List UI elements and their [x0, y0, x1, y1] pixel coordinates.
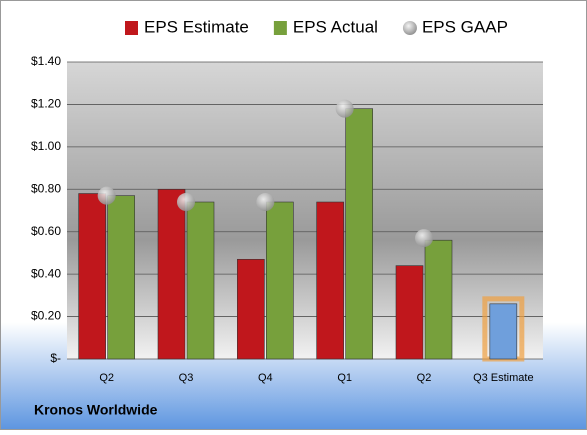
x-tick-label: Q1: [337, 372, 352, 384]
x-tick-label: Q2: [99, 372, 114, 384]
y-tick-label: $1.20: [31, 97, 61, 111]
legend-label: EPS Actual: [293, 17, 378, 36]
y-tick-label: $0.80: [31, 181, 61, 195]
gaap-marker: [177, 193, 195, 212]
legend-label: EPS GAAP: [422, 17, 508, 36]
legend-swatch: [125, 21, 138, 35]
bar: [424, 239, 453, 360]
x-tick-label: Q4: [258, 372, 273, 384]
gaap-marker: [256, 193, 275, 212]
chart-title: Kronos Worldwide: [34, 402, 158, 418]
x-tick-label: Q3: [179, 372, 194, 384]
bar: [345, 108, 373, 360]
bar: [489, 303, 518, 360]
plot-area: [67, 62, 543, 359]
legend-label: EPS Estimate: [144, 17, 249, 36]
legend-swatch: [402, 21, 417, 35]
y-tick-label: $0.40: [31, 266, 61, 280]
x-tick-label: Q3 Estimate: [473, 372, 534, 384]
y-tick-label: $-: [50, 351, 61, 365]
bar: [237, 258, 265, 360]
bar: [107, 195, 135, 360]
bar: [266, 201, 294, 360]
bar: [78, 193, 106, 360]
gaap-marker: [335, 99, 354, 118]
bar: [157, 188, 186, 360]
bar: [186, 201, 215, 360]
y-tick-label: $0.20: [31, 309, 61, 323]
legend-swatch: [273, 21, 287, 35]
gaap-marker: [415, 229, 433, 248]
x-tick-label: Q2: [417, 372, 432, 384]
y-tick-label: $1.00: [31, 139, 61, 153]
bar: [395, 265, 424, 360]
y-tick-label: $1.40: [31, 54, 61, 68]
gaap-marker: [97, 186, 116, 205]
y-tick-label: $0.60: [31, 224, 61, 238]
bar: [316, 201, 344, 360]
